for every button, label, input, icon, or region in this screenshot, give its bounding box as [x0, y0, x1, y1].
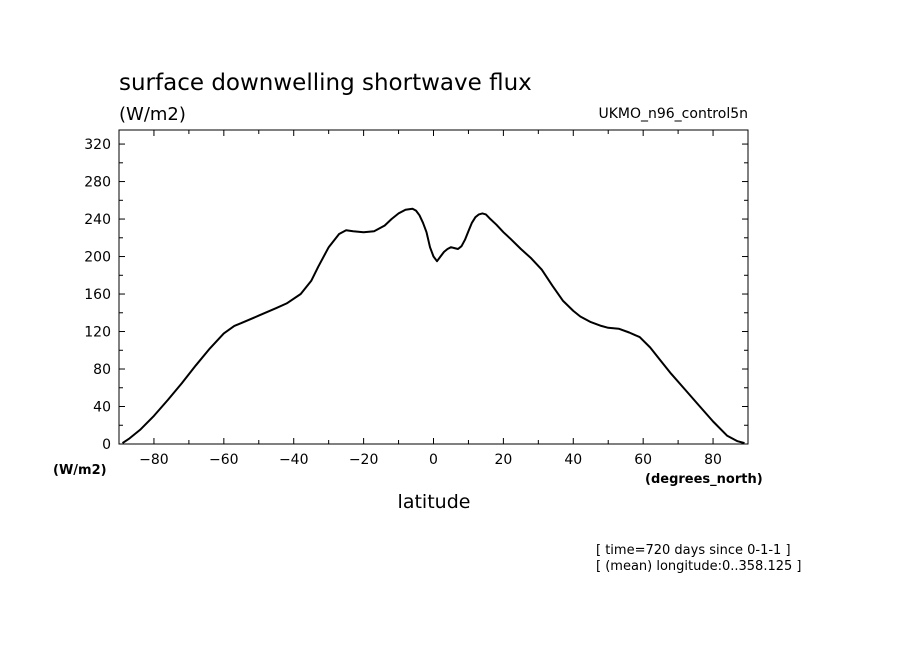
y-tick-label: 320 [84, 137, 111, 153]
y-tick-label: 280 [84, 175, 111, 191]
y-tick-label: 40 [93, 400, 111, 416]
plot-frame [118, 129, 749, 445]
x-tick-label: 20 [494, 452, 512, 468]
x-tick-label: 40 [564, 452, 582, 468]
y-axis-label: (W/m2) [53, 463, 107, 478]
dataset-label: UKMO_n96_control5n [598, 106, 748, 122]
x-tick-label: −20 [349, 452, 379, 468]
x-axis-units: (degrees_north) [645, 472, 763, 487]
footnote-time: [ time=720 days since 0-1-1 ] [596, 543, 791, 558]
x-tick-label: −80 [139, 452, 169, 468]
chart-title: surface downwelling shortwave flux [119, 70, 532, 96]
series-line-0 [121, 207, 745, 445]
y-tick-label: 80 [93, 362, 111, 378]
y-tick-label: 0 [102, 437, 111, 453]
plot-area: −80 −60 −40 −20 0 20 40 60 80 0 40 80 120 160 200 240 28… [84, 129, 749, 468]
y-tick-label: 120 [84, 325, 111, 341]
x-axis-label: latitude [398, 491, 471, 513]
x-tick-label: −60 [209, 452, 239, 468]
x-tick-label: 0 [429, 452, 438, 468]
x-tick-label: 80 [704, 452, 722, 468]
y-tick-label: 160 [84, 287, 111, 303]
y-tick-label: 240 [84, 212, 111, 228]
x-tick-label: 60 [634, 452, 652, 468]
x-tick-label: −40 [279, 452, 309, 468]
y-tick-label: 200 [84, 250, 111, 266]
units-label: (W/m2) [119, 104, 186, 125]
footnote-longitude: [ (mean) longitude:0..358.125 ] [596, 559, 801, 574]
